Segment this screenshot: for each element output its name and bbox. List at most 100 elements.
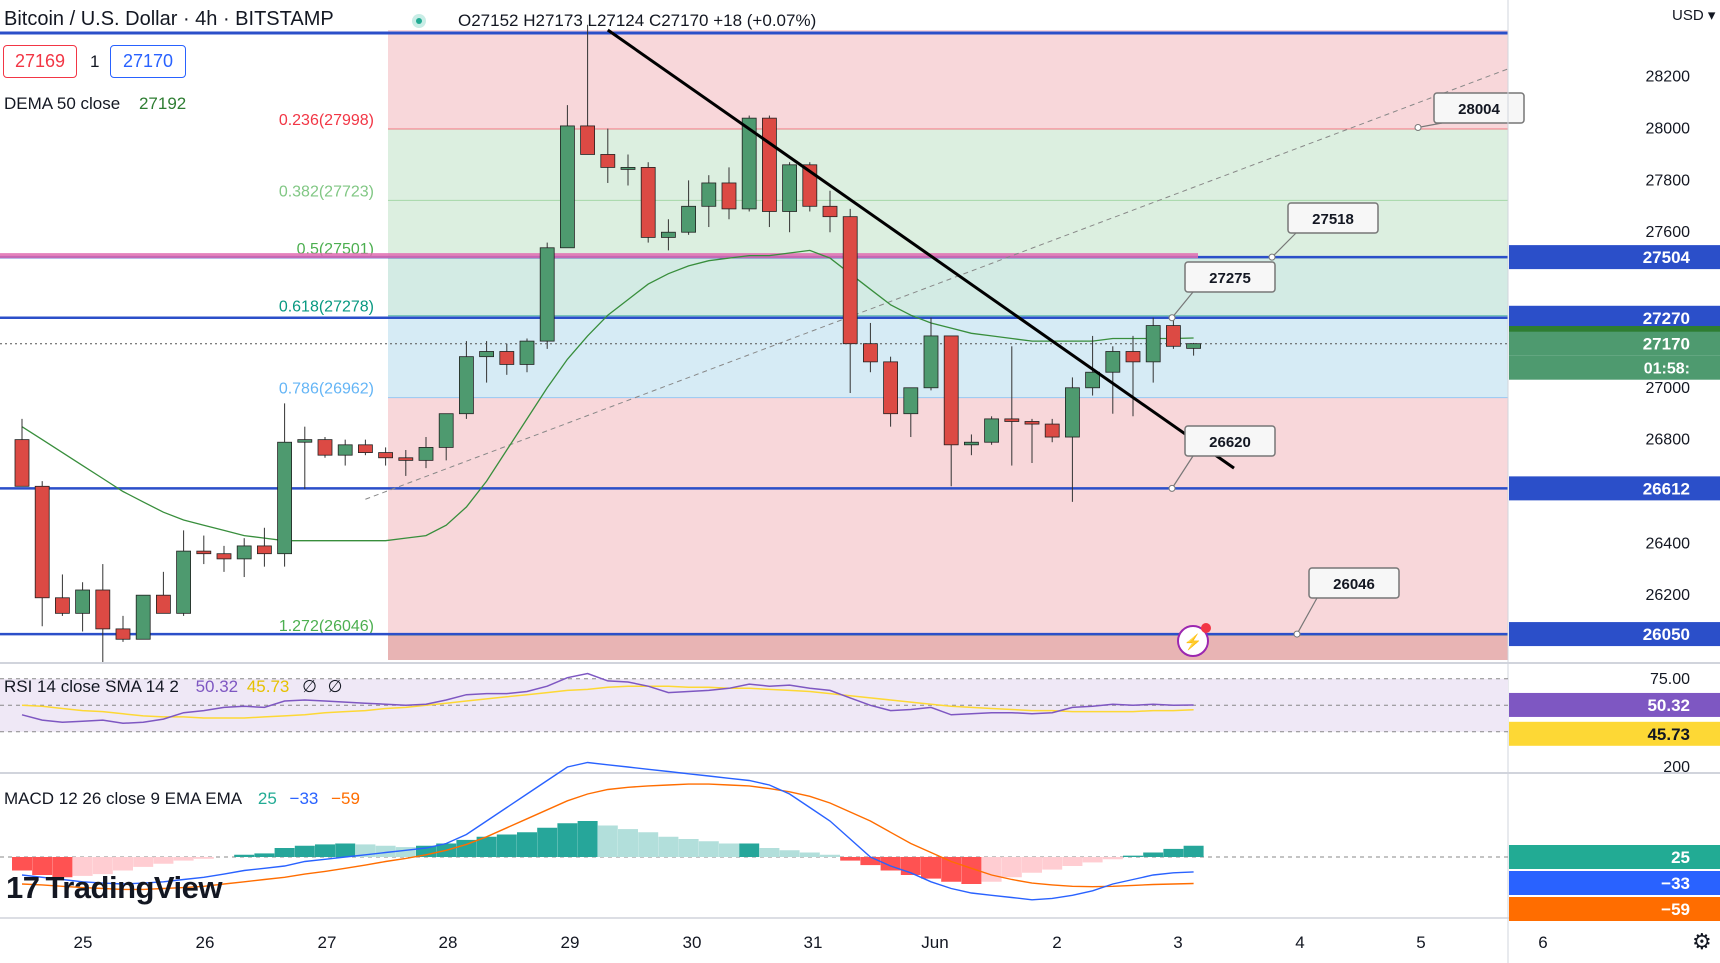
pink-zone-line [0, 253, 1198, 259]
tv-logo-icon: 17 [6, 870, 40, 905]
macd-hist-bar [618, 829, 638, 857]
macd-hist-bar [113, 857, 133, 871]
fib-level-label: 0.382(27723) [279, 183, 374, 200]
gear-icon[interactable]: ⚙ [1692, 929, 1712, 954]
candle-body [883, 361, 898, 415]
macd-hist-bar [92, 857, 113, 875]
macd-value: −33 [289, 789, 319, 808]
candle-body [1024, 421, 1040, 425]
macd-hist-bar [133, 857, 154, 867]
rsi-tag-text: 50.32 [1647, 696, 1690, 715]
callout-text: 27275 [1209, 270, 1251, 287]
macd-tag-text: 25 [1671, 848, 1690, 867]
candle-body [620, 167, 636, 170]
candle-body [863, 343, 878, 363]
candle-body [317, 439, 333, 456]
candle-body [762, 117, 777, 212]
candle-body [337, 444, 353, 456]
candle-body [1085, 371, 1100, 389]
dema-label: DEMA 50 close [4, 94, 121, 113]
macd-hist-bar [1042, 857, 1063, 870]
price-tick-label: 26200 [1646, 587, 1691, 604]
macd-hist-bar [1123, 855, 1143, 857]
candle-body [458, 356, 474, 415]
candle-body [357, 444, 373, 453]
macd-hist-bar [153, 857, 174, 864]
fib-level-label: 0.786(26962) [279, 381, 374, 398]
candle-body [438, 413, 454, 448]
macd-hist-bar [557, 823, 578, 857]
macd-hist-bar [173, 857, 194, 861]
alert-icon-glyph: ⚡ [1184, 633, 1203, 651]
symbol-title[interactable]: Bitcoin / U.S. Dollar · 4h · BITSTAMP [4, 8, 334, 30]
dema-value: 27192 [138, 94, 187, 113]
market-open-icon [412, 14, 426, 28]
fib-level-label: 1.272(26046) [279, 618, 374, 635]
alert-dot [1201, 623, 1211, 633]
rsi-value: 50.32 [195, 677, 239, 696]
countdown-tag [1509, 355, 1720, 380]
candle-body [580, 125, 595, 155]
candle-body [55, 597, 70, 614]
rsi-empty-value-1: ∅ [302, 677, 317, 696]
candle-body [1125, 351, 1141, 363]
time-tick-label: 6 [1538, 933, 1547, 952]
macd-tag-text: −33 [1661, 874, 1690, 893]
dema-legend[interactable]: DEMA 50 close 27192 [4, 94, 186, 114]
macd-hist-bar [335, 843, 356, 857]
macd-hist-bar [517, 832, 537, 857]
rsi-label: RSI 14 close SMA 14 2 [4, 677, 179, 696]
candle-body [741, 117, 757, 210]
fib-level-label: 0.618(27278) [279, 299, 374, 316]
macd-hist-bar [1163, 848, 1184, 857]
macd-hist-bar [719, 843, 739, 857]
price-tag-text: 26612 [1643, 479, 1690, 498]
macd-tag [1509, 845, 1720, 869]
candle-body [923, 335, 939, 389]
macd-tick-label: 200 [1663, 759, 1690, 776]
time-tick-label: 27 [318, 933, 337, 952]
price-tick-label: 27800 [1646, 172, 1691, 189]
candles [14, 24, 1201, 663]
rsi-sma-value: 45.73 [246, 677, 290, 696]
spread-value: 1 [90, 52, 100, 71]
macd-hist-bar [1001, 857, 1022, 878]
macd-hist-bar [759, 848, 780, 857]
macd-hist-bar [779, 850, 800, 857]
time-tick-label: 2 [1052, 933, 1061, 952]
candle-body [661, 231, 676, 238]
candle-body [984, 418, 999, 443]
time-tick-label: 26 [196, 933, 215, 952]
time-tick-label: 31 [804, 933, 823, 952]
candle-body [499, 351, 515, 365]
buy-price-button[interactable]: 27170 [110, 45, 186, 78]
macd-hist-bar [1082, 857, 1103, 863]
sell-price-button[interactable]: 27169 [3, 45, 77, 78]
price-tag [1509, 245, 1720, 270]
candle-body [155, 594, 171, 614]
macd-hist-bar [1062, 857, 1083, 866]
macd-hist-bar [496, 834, 517, 857]
candle-body [135, 594, 151, 640]
price-tick-label: 27000 [1646, 380, 1691, 397]
macd-hist-bar [254, 853, 275, 857]
candle-body [1166, 325, 1181, 347]
candle-body [1145, 325, 1161, 363]
candle-body [479, 351, 495, 358]
callout-pointer [1296, 597, 1318, 635]
time-tick-label: 25 [74, 933, 93, 952]
macd-hist-bar [1102, 857, 1123, 860]
macd-line [21, 761, 1194, 901]
macd-legend[interactable]: MACD 12 26 close 9 EMA EMA 25 −33 −59 [4, 789, 360, 809]
candle-body [176, 550, 192, 614]
macd-hist-bar [577, 821, 598, 857]
candle-body [1044, 423, 1060, 438]
price-tag-text: 27504 [1643, 248, 1691, 267]
macd-hist-value: 25 [257, 789, 277, 808]
candle-body [842, 216, 858, 345]
rsi-legend[interactable]: RSI 14 close SMA 14 2 50.32 45.73 ∅ ∅ [4, 677, 342, 697]
candle-body [782, 164, 797, 212]
time-tick-label: 28 [439, 933, 458, 952]
currency-selector[interactable]: USD ▾ [1672, 7, 1716, 24]
